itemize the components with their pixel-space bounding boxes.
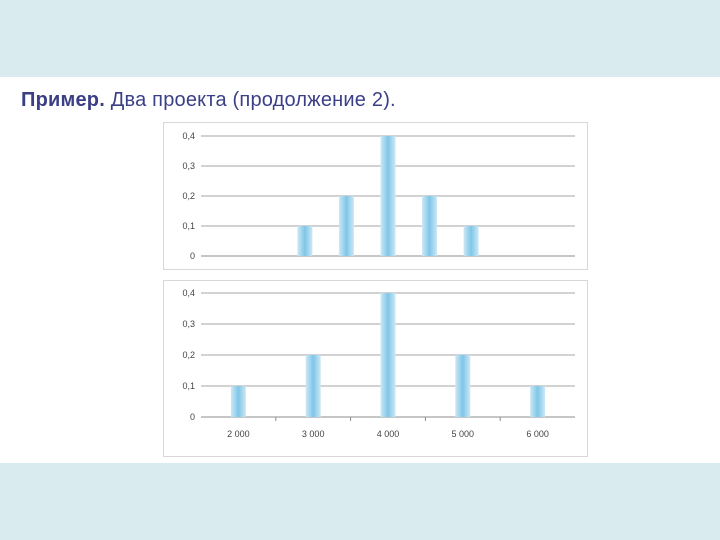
header-band <box>0 0 720 77</box>
y-tick-label: 0,3 <box>182 161 195 171</box>
y-tick-label: 0 <box>190 412 195 422</box>
bar-3000 <box>380 136 396 256</box>
y-tick-label: 0 <box>190 251 195 261</box>
chart-top-svg: 0 0,1 0,2 0,3 0,4 <box>182 131 575 261</box>
slide-title-rest: Два проекта (продолжение 2). <box>104 89 396 111</box>
bar-3500 <box>422 196 438 256</box>
bar-2000 <box>297 226 313 256</box>
y-tick-label: 0,1 <box>182 381 195 391</box>
chart-top: 0 0,1 0,2 0,3 0,4 <box>163 122 588 270</box>
y-tick-label: 0,1 <box>182 221 195 231</box>
x-tick-label: 4 000 <box>377 429 400 439</box>
y-tick-label: 0,3 <box>182 319 195 329</box>
y-tick-label: 0,2 <box>182 191 195 201</box>
bar-3000 <box>305 355 321 417</box>
bar-6000 <box>530 386 546 417</box>
x-tick-label: 2 000 <box>227 429 250 439</box>
y-tick-label: 0,4 <box>182 131 195 141</box>
bar-5000 <box>455 355 471 417</box>
slide-title-bold: Пример. <box>21 89 105 111</box>
x-tick-label: 6 000 <box>526 429 549 439</box>
x-tick-label: 3 000 <box>302 429 325 439</box>
bar-2000 <box>230 386 246 417</box>
y-tick-label: 0,2 <box>182 350 195 360</box>
bar-2500 <box>338 196 354 256</box>
bar-4000 <box>463 226 479 256</box>
slide-title: Пример. Два проекта (продолжение 2). <box>21 89 396 112</box>
bar-4000 <box>380 293 396 417</box>
y-tick-label: 0,4 <box>182 288 195 298</box>
chart-bottom: 0 0,1 0,2 0,3 0,4 2 000 3 000 4 000 5 000 6 000 <box>163 280 588 457</box>
footer-band <box>0 463 720 540</box>
chart-bottom-svg: 0 0,1 0,2 0,3 0,4 2 000 3 000 4 000 5 000 6 000 <box>182 288 575 439</box>
x-tick-label: 5 000 <box>452 429 475 439</box>
